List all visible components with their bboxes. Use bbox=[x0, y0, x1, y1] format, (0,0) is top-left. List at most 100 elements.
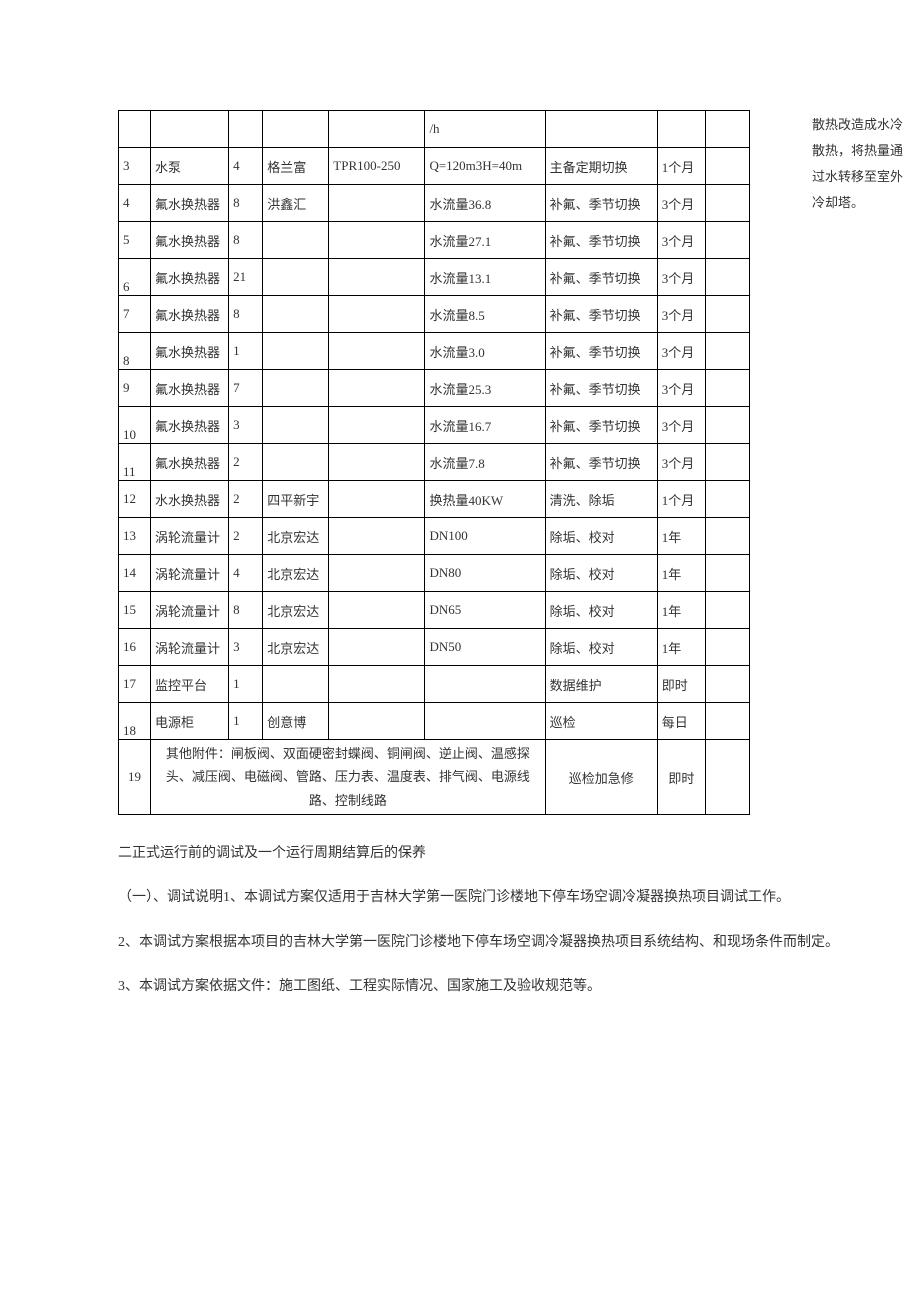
cell: 北京宏达 bbox=[263, 629, 329, 666]
cell: 北京宏达 bbox=[263, 518, 329, 555]
cell: 水流量3.0 bbox=[425, 333, 545, 370]
table-row: 12水水换热器2四平新宇换热量40KW清洗、除垢1个月 bbox=[119, 481, 750, 518]
cell bbox=[229, 111, 263, 148]
side-note: 散热改造成水冷散热，将热量通过水转移至室外冷却塔。 bbox=[812, 112, 912, 216]
cell: 2 bbox=[229, 481, 263, 518]
cell bbox=[705, 370, 749, 407]
cell: 13 bbox=[119, 518, 151, 555]
cell bbox=[263, 333, 329, 370]
cell bbox=[705, 333, 749, 370]
cell: 北京宏达 bbox=[263, 555, 329, 592]
cell bbox=[329, 518, 425, 555]
cell: 1个月 bbox=[657, 148, 705, 185]
cell: 12 bbox=[119, 481, 151, 518]
cell: 氟水换热器 bbox=[151, 407, 229, 444]
cell: 21 bbox=[229, 259, 263, 296]
paragraph: 2、本调试方案根据本项目的吉林大学第一医院门诊楼地下停车场空调冷凝器换热项目系统… bbox=[118, 932, 920, 954]
cell bbox=[425, 666, 545, 703]
cell: 北京宏达 bbox=[263, 592, 329, 629]
cell bbox=[705, 222, 749, 259]
cell: 氟水换热器 bbox=[151, 296, 229, 333]
cell: 涡轮流量计 bbox=[151, 518, 229, 555]
cell bbox=[263, 666, 329, 703]
cell-merged-text: 其他附件：闸板阀、双面硬密封蝶阀、铜闸阀、逆止阀、温感探头、减压阀、电磁阀、管路… bbox=[151, 740, 546, 815]
cell: 除垢、校对 bbox=[545, 629, 657, 666]
cell: 水流量36.8 bbox=[425, 185, 545, 222]
cell: 补氟、季节切换 bbox=[545, 185, 657, 222]
cell: 8 bbox=[229, 296, 263, 333]
cell: 涡轮流量计 bbox=[151, 629, 229, 666]
cell bbox=[263, 111, 329, 148]
cell: DN80 bbox=[425, 555, 545, 592]
cell: 氟水换热器 bbox=[151, 333, 229, 370]
table-row: 18电源柜1创意博巡检每日 bbox=[119, 703, 750, 740]
cell bbox=[705, 740, 749, 815]
section-heading: 二正式运行前的调试及一个运行周期结算后的保养 bbox=[118, 843, 920, 865]
cell bbox=[705, 185, 749, 222]
cell: 水流量13.1 bbox=[425, 259, 545, 296]
paragraph: 3、本调试方案依据文件：施工图纸、工程实际情况、国家施工及验收规范等。 bbox=[118, 976, 920, 998]
table-row: 15涡轮流量计8北京宏达DN65除垢、校对1年 bbox=[119, 592, 750, 629]
cell: 数据维护 bbox=[545, 666, 657, 703]
cell: 1个月 bbox=[657, 481, 705, 518]
cell: 水流量16.7 bbox=[425, 407, 545, 444]
cell: 格兰富 bbox=[263, 148, 329, 185]
cell bbox=[705, 148, 749, 185]
cell: 1年 bbox=[657, 518, 705, 555]
table-row: 8氟水换热器1水流量3.0补氟、季节切换3个月 bbox=[119, 333, 750, 370]
cell: 监控平台 bbox=[151, 666, 229, 703]
cell: 3 bbox=[229, 407, 263, 444]
cell: 3个月 bbox=[657, 296, 705, 333]
cell: 3 bbox=[119, 148, 151, 185]
cell: 16 bbox=[119, 629, 151, 666]
cell bbox=[705, 555, 749, 592]
paragraph: （一）、调试说明1、本调试方案仅适用于吉林大学第一医院门诊楼地下停车场空调冷凝器… bbox=[118, 887, 920, 909]
cell: 巡检 bbox=[545, 703, 657, 740]
cell: 18 bbox=[119, 703, 151, 740]
cell: 涡轮流量计 bbox=[151, 555, 229, 592]
cell bbox=[329, 666, 425, 703]
cell: 10 bbox=[119, 407, 151, 444]
table-row: 17监控平台1数据维护即时 bbox=[119, 666, 750, 703]
table-row: 5氟水换热器8水流量27.1补氟、季节切换3个月 bbox=[119, 222, 750, 259]
cell: 11 bbox=[119, 444, 151, 481]
cell bbox=[263, 407, 329, 444]
cell: 水水换热器 bbox=[151, 481, 229, 518]
cell bbox=[263, 222, 329, 259]
cell: 水流量25.3 bbox=[425, 370, 545, 407]
cell bbox=[705, 629, 749, 666]
cell: 水泵 bbox=[151, 148, 229, 185]
cell: 即时 bbox=[657, 740, 705, 815]
cell bbox=[545, 111, 657, 148]
table-row: 3水泵4格兰富TPR100-250Q=120m3H=40m主备定期切换1个月 bbox=[119, 148, 750, 185]
cell: /h bbox=[425, 111, 545, 148]
cell: 水流量7.8 bbox=[425, 444, 545, 481]
cell: 巡检加急修 bbox=[545, 740, 657, 815]
cell bbox=[705, 592, 749, 629]
cell bbox=[329, 703, 425, 740]
cell bbox=[329, 111, 425, 148]
table-row: /h bbox=[119, 111, 750, 148]
cell: 氟水换热器 bbox=[151, 185, 229, 222]
cell: 1年 bbox=[657, 629, 705, 666]
table-row: 9氟水换热器7水流量25.3补氟、季节切换3个月 bbox=[119, 370, 750, 407]
cell: 除垢、校对 bbox=[545, 518, 657, 555]
cell: 8 bbox=[229, 222, 263, 259]
cell bbox=[705, 111, 749, 148]
cell: 补氟、季节切换 bbox=[545, 259, 657, 296]
cell: 2 bbox=[229, 518, 263, 555]
equipment-table: /h 3水泵4格兰富TPR100-250Q=120m3H=40m主备定期切换1个… bbox=[118, 110, 750, 815]
table-row: 13涡轮流量计2北京宏达DN100除垢、校对1年 bbox=[119, 518, 750, 555]
cell: DN65 bbox=[425, 592, 545, 629]
cell: 氟水换热器 bbox=[151, 222, 229, 259]
cell: TPR100-250 bbox=[329, 148, 425, 185]
cell bbox=[263, 444, 329, 481]
cell bbox=[705, 518, 749, 555]
cell: 3个月 bbox=[657, 333, 705, 370]
cell: 8 bbox=[119, 333, 151, 370]
table-row: 10氟水换热器3水流量16.7补氟、季节切换3个月 bbox=[119, 407, 750, 444]
cell bbox=[705, 703, 749, 740]
cell bbox=[263, 370, 329, 407]
cell: 9 bbox=[119, 370, 151, 407]
cell: 补氟、季节切换 bbox=[545, 407, 657, 444]
